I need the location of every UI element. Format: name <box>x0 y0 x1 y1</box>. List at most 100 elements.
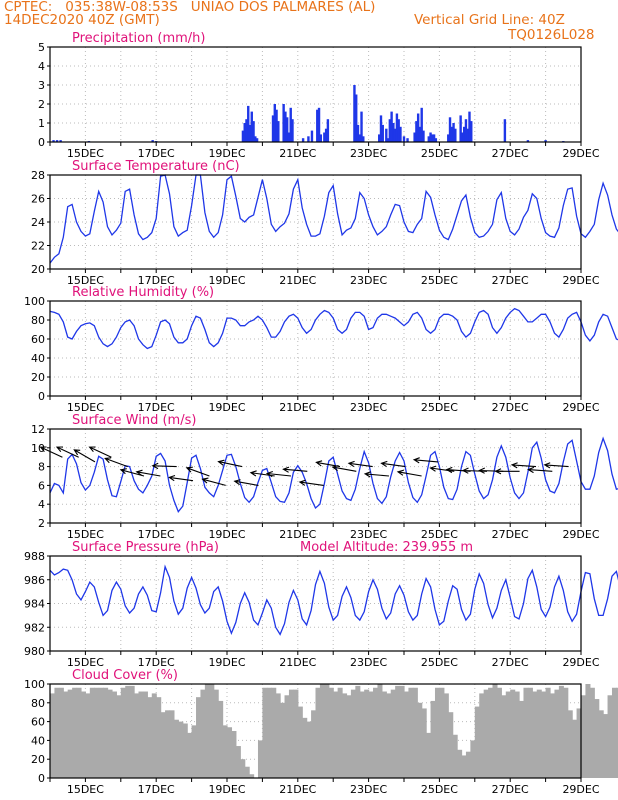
precipitation-bar <box>470 121 473 142</box>
y-tick-label: 28 <box>31 169 45 182</box>
x-tick-label: 29DEC <box>562 656 599 669</box>
y-tick-label: 2 <box>38 98 45 111</box>
x-tick-label: 17DEC <box>138 274 175 287</box>
precipitation-bar <box>277 121 280 142</box>
precipitation-bar <box>390 111 393 142</box>
y-tick-label: 4 <box>38 60 45 73</box>
precipitation-bar <box>273 104 276 142</box>
cloud-cover-bar <box>563 687 569 778</box>
cloud-cover-bar <box>386 693 392 778</box>
cloud-cover-bar <box>302 717 308 778</box>
cloud-cover-bar <box>63 691 69 778</box>
precipitation-bar <box>55 140 59 142</box>
cloud-cover-bar <box>328 687 334 778</box>
x-tick-label: 27DEC <box>492 401 529 414</box>
wind-vector-arrow <box>347 460 373 468</box>
precipitation-bar <box>378 134 381 142</box>
cloud-cover-bar <box>461 755 467 778</box>
cloud-cover-bar <box>257 740 263 778</box>
y-tick-label: 80 <box>31 314 45 327</box>
cloud-cover-bar <box>280 702 286 778</box>
temperature-panel: 20 22 24 26 28 15DEC 17DEC 19DEC 21DEC 23DEC 25DEC… <box>31 159 618 287</box>
wind-vector-arrow <box>119 468 145 477</box>
x-tick-label: 29DEC <box>562 783 599 796</box>
x-tick-label: 23DEC <box>350 783 387 796</box>
cloud-cover-bar <box>204 684 210 778</box>
y-tick-label: 20 <box>31 371 45 384</box>
wind-vector-arrow <box>217 459 243 468</box>
cloud-cover-bar <box>545 687 551 778</box>
precipitation-bar <box>402 136 406 142</box>
wind-vector-arrow <box>265 470 292 478</box>
cloud-cover-bar <box>368 691 374 778</box>
wind-series-line <box>49 436 618 513</box>
y-tick-label: 8 <box>38 461 45 474</box>
cloud-cover-bar <box>142 691 148 778</box>
precipitation-bar <box>393 128 397 142</box>
cloud-cover-bar <box>598 710 604 778</box>
wind-vector-arrow <box>233 479 259 486</box>
precipitation-bar <box>399 126 402 142</box>
cloud-cover-bar <box>116 695 122 778</box>
cloud-cover-bar <box>244 766 250 778</box>
cloud-cover-bar <box>443 693 449 778</box>
x-tick-label: 17DEC <box>138 783 175 796</box>
cloud-cover-bar <box>576 708 582 778</box>
y-tick-label: 26 <box>31 193 45 206</box>
precipitation-bar <box>254 136 257 142</box>
wind-vector-arrow <box>104 457 128 468</box>
y-tick-label: 12 <box>31 423 45 436</box>
cloud-cover-bar <box>496 687 502 778</box>
wind-vector-arrow <box>168 474 194 482</box>
cloud-cover-bar <box>324 684 330 778</box>
y-tick-label: 3 <box>38 79 45 92</box>
cloud-cover-bar <box>151 693 157 778</box>
cloud-cover-bar <box>408 687 414 778</box>
y-tick-label: 986 <box>24 574 45 587</box>
cloud-cover-bar <box>554 689 560 778</box>
precipitation-bar <box>353 85 356 142</box>
cloud-cover-bar <box>98 687 104 778</box>
cloud-cover-bar <box>173 719 179 778</box>
precipitation-bar <box>324 128 328 142</box>
y-tick-label: 2 <box>38 517 45 530</box>
y-tick-label: 60 <box>31 333 45 346</box>
x-tick-label: 29DEC <box>562 528 599 541</box>
x-tick-label: 15DEC <box>67 528 104 541</box>
precipitation-bar <box>285 117 289 142</box>
precipitation-bar <box>291 119 294 142</box>
cloud-cover-bar <box>572 719 578 778</box>
cloud-cover-panel: 0 20 40 60 80 100 15DEC 17DEC 19DEC 21DEC 23DEC 25D… <box>24 668 618 796</box>
x-tick-label: 21DEC <box>279 528 316 541</box>
cloud-cover-bar <box>50 693 56 778</box>
cloud-cover-bar <box>200 689 206 778</box>
precipitation-bar <box>388 119 392 142</box>
precipitation-bar <box>420 107 423 142</box>
cloud-cover-bar <box>589 687 595 778</box>
cloud-cover-bar <box>191 725 197 778</box>
x-tick-label: 17DEC <box>138 656 175 669</box>
cloud-cover-bar <box>536 689 542 778</box>
cloud-cover-bar <box>213 689 219 778</box>
precipitation-bar <box>416 113 420 142</box>
precipitation-bar <box>418 126 422 142</box>
precipitation-bar <box>464 119 468 142</box>
precipitation-bar <box>431 134 434 142</box>
y-tick-label: 40 <box>31 352 45 365</box>
precipitation-bar <box>397 119 400 142</box>
cloud-cover-bar <box>342 693 348 778</box>
humidity-series-line <box>49 307 618 350</box>
precipitation-bar <box>450 126 453 142</box>
cloud-cover-bar <box>457 749 463 778</box>
precipitation-bar <box>287 132 291 142</box>
cloud-cover-bar <box>58 687 64 778</box>
x-tick-label: 25DEC <box>421 274 458 287</box>
x-tick-label: 21DEC <box>279 656 316 669</box>
x-tick-label: 29DEC <box>562 274 599 287</box>
y-tick-label: 984 <box>24 598 45 611</box>
humidity-panel: 0 20 40 60 80 100 15DEC 17DEC 19DEC 21DEC 23DEC 25D… <box>24 285 618 414</box>
plot-frame <box>49 300 582 397</box>
wind-vector-arrow <box>135 469 161 477</box>
y-tick-label: 100 <box>24 678 45 691</box>
cloud-cover-bar <box>129 685 135 778</box>
